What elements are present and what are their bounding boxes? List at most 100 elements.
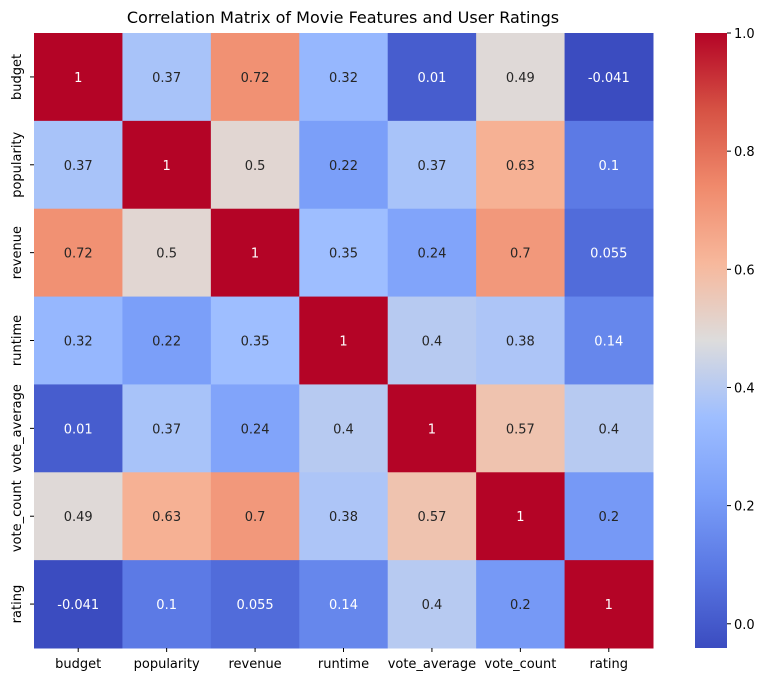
cell-annotation: 1 bbox=[605, 598, 613, 613]
heatmap-cell bbox=[564, 384, 654, 473]
heatmap-cell bbox=[122, 472, 212, 561]
cell-annotation: 0.055 bbox=[590, 247, 627, 262]
cell-annotation: 0.7 bbox=[245, 510, 266, 525]
heatmap-cell bbox=[299, 384, 389, 473]
y-tick-label: revenue bbox=[10, 226, 25, 279]
colorbar-gradient bbox=[695, 33, 727, 648]
heatmap-cell bbox=[476, 384, 566, 473]
colorbar-ticks: 0.0 0.2 0.4 0.6 0.8 1.0 bbox=[727, 27, 755, 633]
heatmap-cell bbox=[387, 296, 477, 385]
cell-annotation: 0.1 bbox=[156, 598, 177, 613]
cell-annotation: 1 bbox=[163, 159, 171, 174]
heatmap-cell bbox=[122, 33, 212, 122]
heatmap-cell bbox=[34, 33, 123, 122]
x-tick-label: runtime bbox=[318, 657, 369, 672]
cell-annotation: 0.4 bbox=[333, 422, 354, 437]
cell-annotation: 0.63 bbox=[506, 159, 535, 174]
cell-annotation: 0.72 bbox=[64, 247, 93, 262]
cell-annotation: 0.2 bbox=[598, 510, 619, 525]
y-axis-ticks: budget popularity revenue runtime vote_avera… bbox=[10, 54, 34, 623]
heatmap-cell bbox=[299, 208, 389, 298]
cell-annotation: 0.72 bbox=[241, 71, 270, 86]
heatmap-cell bbox=[34, 296, 123, 385]
heatmap-cell bbox=[387, 560, 477, 649]
heatmap-cell bbox=[34, 472, 123, 561]
heatmap-cell bbox=[210, 472, 300, 561]
cell-annotation: 0.5 bbox=[156, 247, 177, 262]
heatmap-cell bbox=[299, 472, 389, 561]
y-tick-label: vote_count bbox=[10, 480, 25, 552]
heatmap-cell bbox=[122, 560, 212, 649]
heatmap-cell bbox=[476, 208, 566, 298]
cell-annotation: 0.32 bbox=[64, 335, 93, 350]
cell-annotation: 0.14 bbox=[594, 335, 623, 350]
heatmap-cell bbox=[299, 560, 389, 649]
cell-annotation: 0.4 bbox=[422, 335, 443, 350]
colorbar-tick-label: 0.6 bbox=[734, 263, 755, 278]
x-tick-label: vote_average bbox=[388, 657, 476, 672]
cell-annotation: 0.22 bbox=[329, 159, 358, 174]
heatmap-cell bbox=[122, 296, 212, 385]
cell-annotation: 1 bbox=[251, 247, 259, 262]
heatmap-cell bbox=[476, 560, 566, 649]
heatmap-cell bbox=[564, 560, 654, 649]
cell-annotation: 0.38 bbox=[506, 335, 535, 350]
cell-annotation: 0.37 bbox=[417, 159, 446, 174]
heatmap-cell bbox=[387, 208, 477, 298]
heatmap-cell bbox=[476, 296, 566, 385]
heatmap-cell bbox=[210, 384, 300, 473]
cell-annotation: 0.57 bbox=[417, 510, 446, 525]
cell-annotation: 1 bbox=[516, 510, 524, 525]
heatmap-cell bbox=[564, 208, 654, 298]
colorbar-tick-label: 0.4 bbox=[734, 381, 755, 396]
cell-annotation: -0.041 bbox=[57, 598, 99, 613]
cell-annotation: 0.5 bbox=[245, 159, 266, 174]
heatmap-cell bbox=[210, 120, 300, 210]
heatmap-cell bbox=[476, 120, 566, 210]
heatmap-cell bbox=[299, 296, 389, 385]
cell-annotation: 0.37 bbox=[152, 422, 181, 437]
heatmap-cell bbox=[387, 384, 477, 473]
cell-annotation: 0.49 bbox=[506, 71, 535, 86]
y-tick-label: rating bbox=[10, 585, 25, 624]
y-tick-label: budget bbox=[10, 54, 25, 100]
heatmap-cell bbox=[564, 120, 654, 210]
cell-annotation: 1 bbox=[339, 335, 347, 350]
x-tick-label: vote_count bbox=[484, 657, 556, 672]
heatmap-cell bbox=[210, 208, 300, 298]
cell-annotation: 1 bbox=[74, 71, 82, 86]
cell-annotation: 0.35 bbox=[329, 247, 358, 262]
cell-annotation: 0.24 bbox=[417, 247, 446, 262]
x-tick-label: revenue bbox=[228, 657, 281, 672]
colorbar-tick-label: 0.0 bbox=[734, 618, 755, 633]
cell-annotation: 0.37 bbox=[64, 159, 93, 174]
heatmap-cell bbox=[34, 384, 123, 473]
cell-annotation: -0.041 bbox=[588, 71, 630, 86]
y-tick-label: vote_average bbox=[10, 384, 25, 472]
cell-annotation: 0.57 bbox=[506, 422, 535, 437]
heatmap-cell bbox=[122, 384, 212, 473]
cell-annotation: 0.2 bbox=[510, 598, 531, 613]
cell-annotation: 0.37 bbox=[152, 71, 181, 86]
heatmap-cell bbox=[210, 560, 300, 649]
heatmap-cell bbox=[387, 120, 477, 210]
cell-annotation: 0.38 bbox=[329, 510, 358, 525]
heatmap-cell bbox=[122, 208, 212, 298]
heatmap-cell bbox=[34, 120, 123, 210]
cell-annotation: 0.14 bbox=[329, 598, 358, 613]
heatmap-cell bbox=[476, 472, 566, 561]
cell-annotation: 0.4 bbox=[598, 422, 619, 437]
heatmap-cell bbox=[564, 296, 654, 385]
heatmap-cell bbox=[564, 472, 654, 561]
cell-annotation: 0.24 bbox=[241, 422, 270, 437]
heatmap-cells: 1 0.37 0.72 0.32 0.01 0.49 -0.041 0.37 1 0.5 0.22 0… bbox=[34, 33, 654, 649]
heatmap-cell bbox=[34, 208, 123, 298]
colorbar-tick-label: 1.0 bbox=[734, 27, 755, 42]
cell-annotation: 0.4 bbox=[422, 598, 443, 613]
heatmap-cell bbox=[476, 33, 566, 122]
cell-annotation: 0.7 bbox=[510, 247, 531, 262]
cell-annotation: 0.1 bbox=[598, 159, 619, 174]
x-tick-label: budget bbox=[55, 657, 101, 672]
heatmap-cell bbox=[387, 472, 477, 561]
